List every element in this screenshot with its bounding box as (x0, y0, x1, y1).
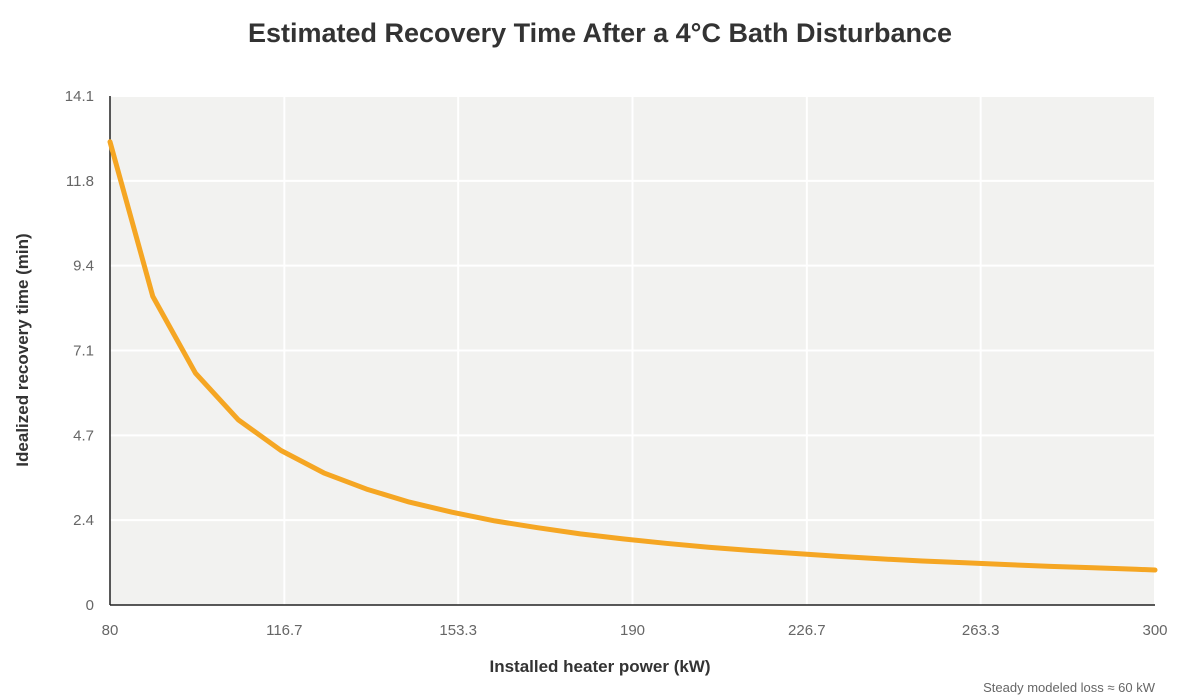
x-tick-label: 80 (102, 622, 119, 639)
x-tick-label: 263.3 (962, 622, 1000, 639)
series-layer (107, 139, 1158, 573)
recovery-time-line (107, 139, 1158, 573)
x-tick-label: 300 (1142, 622, 1167, 639)
chart-title: Estimated Recovery Time After a 4°C Bath… (247, 18, 953, 48)
x-tick-label: 226.7 (788, 622, 826, 639)
x-tick-label: 116.7 (266, 622, 302, 639)
y-axis-label: Idealized recovery time (min) (13, 233, 32, 466)
x-axis-label: Installed heater power (kW) (489, 657, 710, 676)
y-tick-label: 9.4 (73, 258, 94, 275)
y-tick-label: 4.7 (73, 427, 94, 444)
x-tick-label: 153.3 (439, 622, 477, 639)
x-tick-labels: 80 116.7 153.3 190 226.7 263.3 300 (102, 622, 1168, 639)
y-tick-labels: 0 2.4 4.7 7.1 9.4 11.8 14.1 (65, 88, 94, 614)
y-tick-label: 11.8 (66, 173, 94, 190)
y-tick-label: 7.1 (73, 343, 94, 360)
grid-lines (110, 95, 1156, 605)
x-tick-label: 190 (620, 622, 645, 639)
y-tick-label: 2.4 (73, 512, 94, 529)
axes (109, 96, 1155, 606)
y-tick-label: 0 (86, 597, 94, 614)
y-tick-label: 14.1 (65, 88, 94, 105)
loss-annotation: Steady modeled loss ≈ 60 kW (983, 680, 1156, 695)
